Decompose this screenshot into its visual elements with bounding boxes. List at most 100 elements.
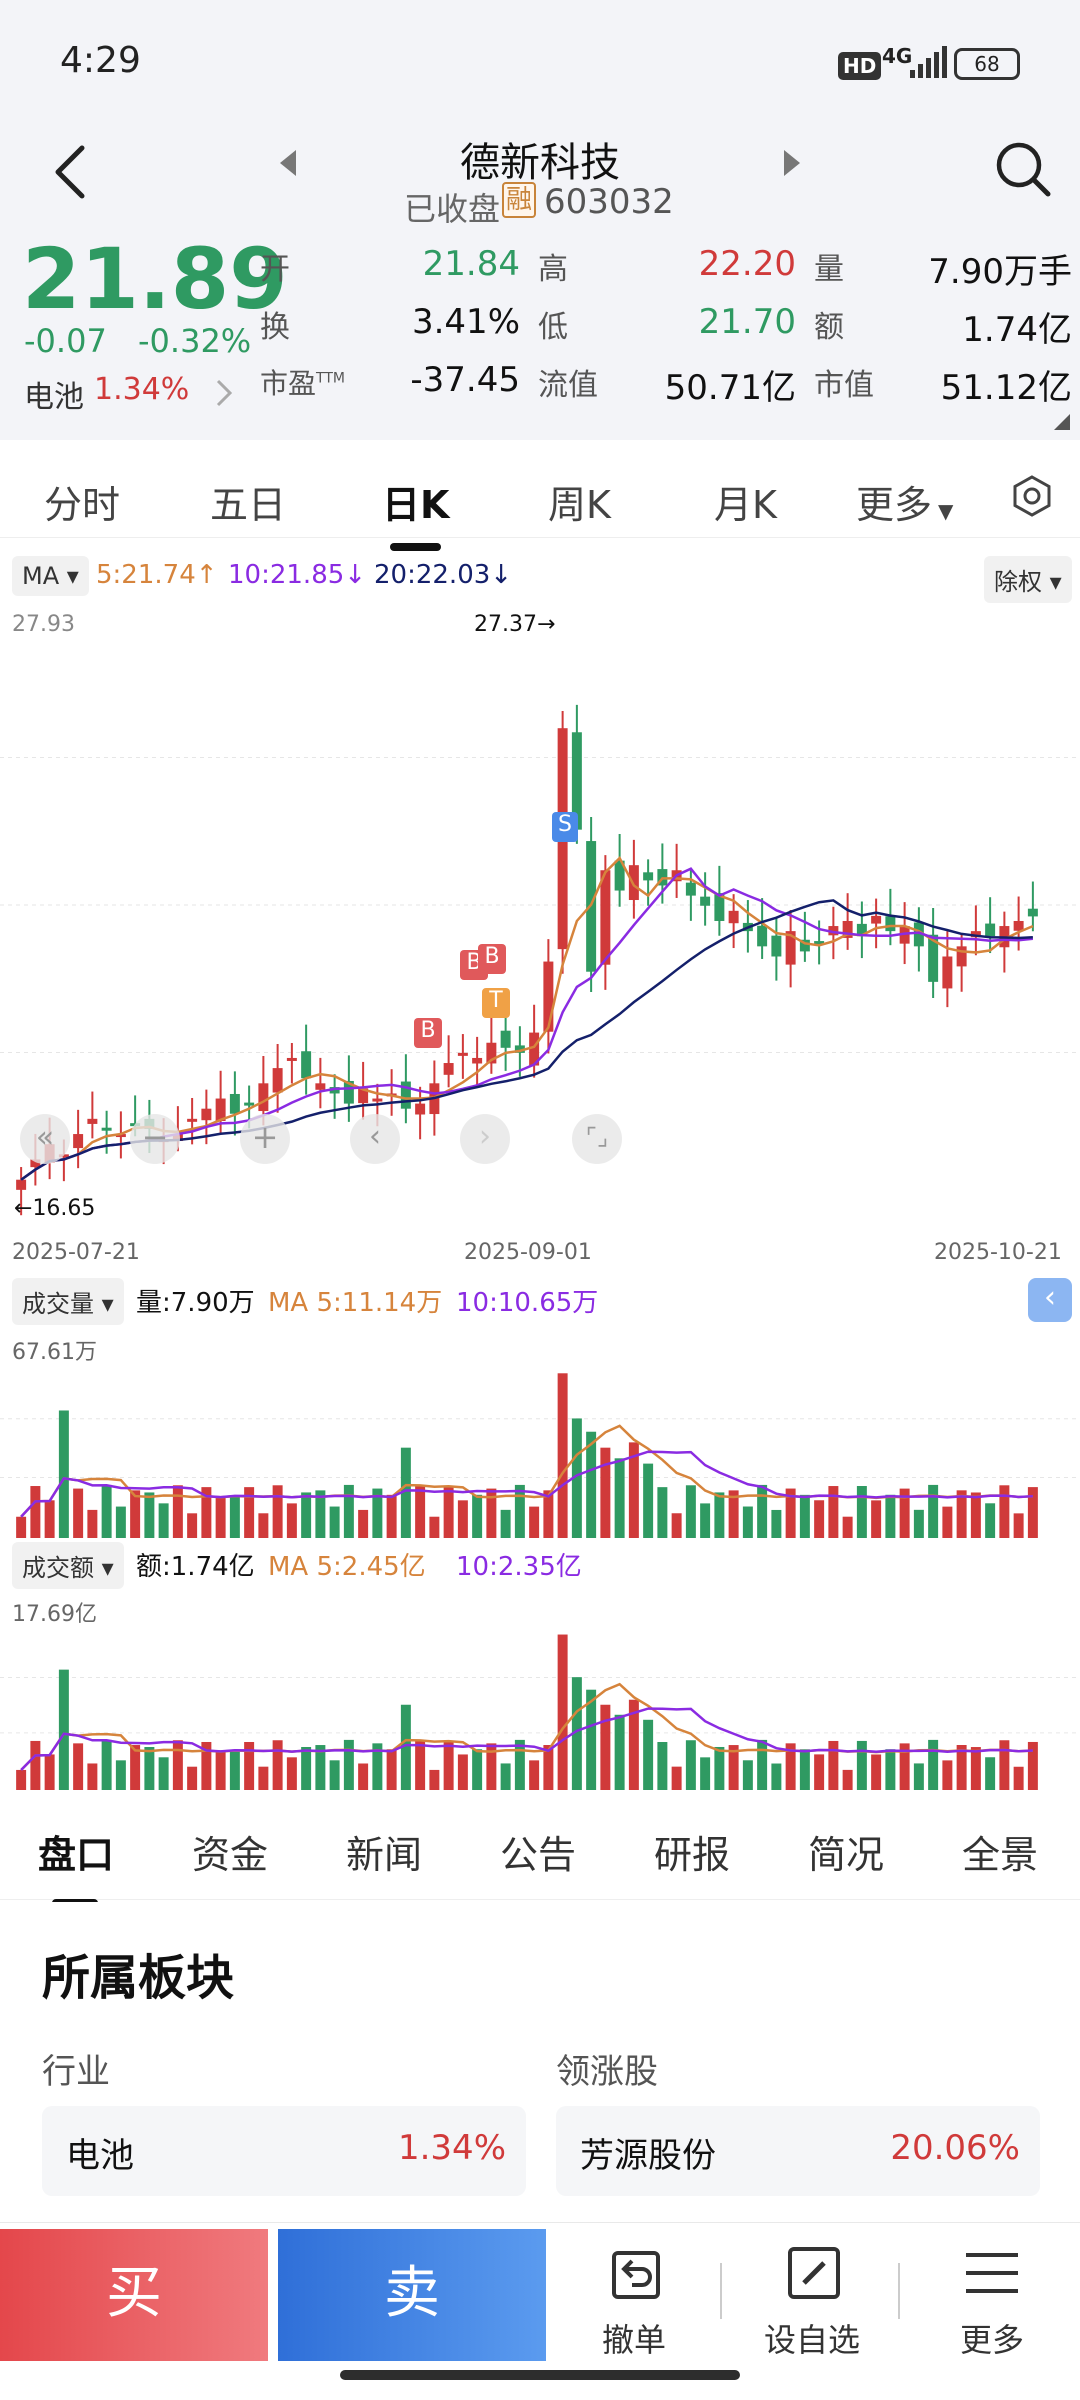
volume-chart bbox=[0, 1373, 1080, 1538]
volume-bar bbox=[714, 1492, 725, 1538]
rewind-icon[interactable]: « bbox=[20, 1114, 70, 1164]
next-stock-icon[interactable] bbox=[780, 148, 804, 178]
volume-bar bbox=[130, 1745, 141, 1790]
volume-bar bbox=[657, 1487, 668, 1538]
candle bbox=[258, 1083, 269, 1112]
volume-bar bbox=[358, 1509, 369, 1538]
volume-bar bbox=[871, 1500, 882, 1538]
volume-bar bbox=[842, 1516, 853, 1538]
chevron-right-icon[interactable] bbox=[214, 378, 234, 408]
volume-bar bbox=[16, 1516, 27, 1538]
sell-marker[interactable]: S bbox=[552, 812, 578, 842]
sector-label[interactable]: 电池 bbox=[24, 380, 84, 415]
expand-corner-icon[interactable] bbox=[1054, 414, 1070, 430]
tab-monthly-k[interactable]: 月K bbox=[714, 483, 777, 527]
volume-bar bbox=[700, 1757, 711, 1790]
candle bbox=[415, 1103, 426, 1115]
candle bbox=[828, 926, 839, 936]
tab-order-book[interactable]: 盘口 bbox=[38, 1824, 114, 1907]
buy-button[interactable]: 买 bbox=[0, 2229, 268, 2361]
t-marker[interactable]: T bbox=[482, 988, 510, 1018]
tab-five-day[interactable]: 五日 bbox=[210, 483, 287, 527]
settings-icon[interactable] bbox=[1010, 474, 1054, 518]
turnover-selector[interactable]: 成交额 ▾ bbox=[12, 1542, 124, 1589]
add-watchlist-button[interactable]: 设自选 bbox=[732, 2223, 892, 2363]
tab-more[interactable]: 更多 ▼ bbox=[856, 483, 954, 527]
leader-card[interactable]: 芳源股份 20.06% bbox=[556, 2106, 1040, 2196]
buy-marker[interactable]: B bbox=[478, 944, 506, 974]
volume-bar bbox=[913, 1763, 924, 1790]
tab-news[interactable]: 新闻 bbox=[346, 1833, 423, 1877]
cancel-order-label: 撤单 bbox=[601, 2321, 666, 2359]
industry-card[interactable]: 电池 1.34% bbox=[42, 2106, 526, 2196]
volume-bar bbox=[956, 1490, 967, 1538]
fullscreen-icon[interactable]: ⌜⌟ bbox=[572, 1114, 622, 1164]
turnover-chart bbox=[0, 1634, 1080, 1790]
volume-bar bbox=[942, 1506, 953, 1538]
ma-selector[interactable]: MA ▾ bbox=[12, 556, 89, 596]
candle bbox=[1027, 908, 1038, 917]
sector-pct[interactable]: 1.34% bbox=[94, 372, 190, 407]
tab-announcements[interactable]: 公告 bbox=[500, 1833, 577, 1877]
ma10-value: 10:21.85↓ bbox=[228, 560, 367, 590]
pan-right-icon[interactable]: › bbox=[460, 1114, 510, 1164]
back-arrow-icon[interactable] bbox=[50, 144, 90, 200]
tab-weekly-k[interactable]: 周K bbox=[548, 483, 611, 527]
turnover-header: 成交额 ▾ 额:1.74亿 MA 5:2.45亿 10:2.35亿 bbox=[12, 1542, 1072, 1589]
label-open: 开 bbox=[260, 252, 290, 287]
tab-intraday[interactable]: 分时 bbox=[44, 483, 121, 527]
volume-bar bbox=[985, 1503, 996, 1538]
candle bbox=[529, 1032, 540, 1066]
volume-ma10: 10:10.65万 bbox=[456, 1288, 599, 1318]
candle bbox=[201, 1108, 212, 1121]
volume-bar bbox=[643, 1463, 654, 1538]
zoom-out-icon[interactable]: − bbox=[130, 1114, 180, 1164]
candle bbox=[30, 1159, 41, 1168]
adjust-selector[interactable]: 除权 ▾ bbox=[984, 556, 1072, 603]
stock-name: 德新科技 bbox=[460, 140, 620, 186]
prev-stock-icon[interactable] bbox=[276, 148, 300, 178]
volume-bar bbox=[671, 1513, 682, 1538]
volume-bar bbox=[472, 1494, 483, 1538]
volume-bar bbox=[187, 1766, 198, 1790]
sell-button[interactable]: 卖 bbox=[278, 2229, 546, 2361]
volume-bar bbox=[101, 1739, 112, 1790]
volume-bar bbox=[144, 1747, 155, 1790]
margin-badge: 融 bbox=[502, 182, 536, 218]
volume-bar bbox=[856, 1740, 867, 1790]
volume-bar bbox=[115, 1506, 126, 1538]
volume-bar bbox=[1013, 1766, 1024, 1790]
tab-overview[interactable]: 全景 bbox=[962, 1833, 1039, 1877]
more-label: 更多 bbox=[959, 2321, 1024, 2359]
candle bbox=[714, 893, 725, 921]
volume-bar bbox=[899, 1488, 910, 1538]
tab-research[interactable]: 研报 bbox=[654, 1833, 731, 1877]
candle bbox=[600, 870, 611, 965]
tab-profile[interactable]: 简况 bbox=[808, 1833, 885, 1877]
buy-marker[interactable]: B bbox=[414, 1018, 442, 1048]
stock-header: 德新科技 已收盘 融 603032 bbox=[0, 130, 1080, 240]
candle bbox=[757, 925, 768, 947]
candle bbox=[856, 923, 867, 937]
pan-left-icon[interactable]: ‹ bbox=[350, 1114, 400, 1164]
tab-funds[interactable]: 资金 bbox=[192, 1833, 269, 1877]
volume-bar bbox=[529, 1760, 540, 1790]
label-low: 低 bbox=[538, 310, 568, 345]
volume-bar bbox=[742, 1760, 753, 1790]
volume-selector[interactable]: 成交量 ▾ bbox=[12, 1278, 124, 1325]
volume-bar bbox=[586, 1431, 597, 1538]
search-icon[interactable] bbox=[994, 140, 1054, 200]
info-tabs: 盘口 资金 新闻 公告 研报 简况 全景 bbox=[0, 1800, 1080, 1907]
volume-bar bbox=[628, 1442, 639, 1538]
volume-bar bbox=[999, 1740, 1010, 1790]
cancel-order-button[interactable]: 撤单 bbox=[554, 2223, 714, 2363]
volume-bar bbox=[101, 1484, 112, 1538]
zoom-in-icon[interactable]: + bbox=[240, 1114, 290, 1164]
volume-bar bbox=[443, 1486, 454, 1538]
tab-daily-k[interactable]: 日K bbox=[382, 474, 449, 551]
candle bbox=[785, 931, 796, 965]
chart-tabs: 分时 五日 日K 周K 月K 更多 ▼ bbox=[0, 452, 1080, 551]
more-button[interactable]: 更多 bbox=[912, 2223, 1072, 2363]
collapse-arrow-icon[interactable]: ‹ bbox=[1028, 1278, 1072, 1322]
volume-bar bbox=[158, 1503, 169, 1538]
